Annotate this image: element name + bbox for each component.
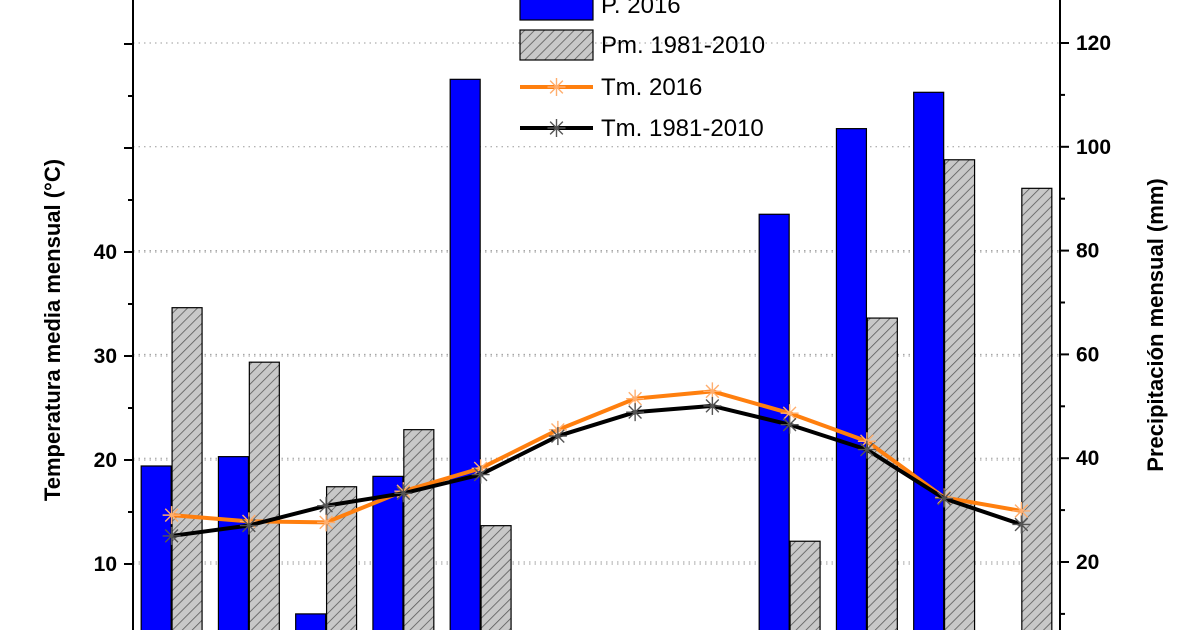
legend-marker-tm2016 xyxy=(547,78,566,96)
marker-tm-normal-abr xyxy=(394,484,413,503)
marker-tm-normal-sep xyxy=(780,415,799,434)
line-tm2016 xyxy=(171,389,1022,525)
bar-p2016-mar xyxy=(295,613,327,635)
right-axis-title: Precipitación mensual (mm) xyxy=(1143,178,1168,471)
legend-swatch-p2016 xyxy=(519,0,594,21)
bar-pm-abr xyxy=(403,429,435,635)
grid-layer xyxy=(133,42,1060,565)
left-tick-label-20: 20 xyxy=(94,449,117,472)
marker-tm-normal-mar xyxy=(317,496,336,515)
left-axis-title: Temperatura media mensual (°C) xyxy=(40,159,65,501)
bar-pm-ene xyxy=(171,307,203,635)
legend-label-pm: Pm. 1981-2010 xyxy=(601,32,765,59)
right-tick-label-60: 60 xyxy=(1076,343,1099,366)
marker-tm-normal-feb xyxy=(239,516,258,535)
right-tick-label-100: 100 xyxy=(1076,136,1111,159)
legend: P. 2016 Pm. 1981-2010 Tm. 2016 Tm. 1981-201… xyxy=(519,0,765,142)
bar-pm-mar xyxy=(325,486,358,635)
marker-tm-normal-ago xyxy=(703,396,722,415)
bar-pm-may xyxy=(480,525,512,635)
legend-label-p2016: P. 2016 xyxy=(601,0,681,19)
marker-tm-normal-oct xyxy=(857,440,876,459)
line-layer xyxy=(162,382,1031,545)
axis-layer: 10 20 30 40 20 40 60 80 100 120 xyxy=(94,0,1111,630)
bar-pm-sep xyxy=(789,540,821,635)
right-tick-label-20: 20 xyxy=(1076,551,1099,574)
left-tick-label-10: 10 xyxy=(94,553,117,576)
marker-tm2016-sep xyxy=(780,404,799,423)
marker-tm-normal-may xyxy=(471,465,490,484)
marker-tm-normal-nov xyxy=(935,489,954,508)
marker-tm-normal-jun xyxy=(548,427,567,446)
legend-label-tm-normal: Tm. 1981-2010 xyxy=(601,115,764,142)
left-tick-label-30: 30 xyxy=(94,345,117,368)
line-tm-normal xyxy=(171,403,1023,538)
bar-p2016-oct xyxy=(835,128,868,635)
marker-tm-normal-jul xyxy=(626,403,645,422)
marker-tm2016-ene xyxy=(162,506,181,525)
right-tick-label-80: 80 xyxy=(1076,240,1099,263)
legend-swatch-pm xyxy=(519,29,594,61)
bar-pm-nov xyxy=(943,159,976,635)
bar-p2016-may xyxy=(449,78,481,635)
marker-tm-normal-dic xyxy=(1012,515,1031,534)
bar-p2016-feb xyxy=(217,456,250,635)
right-tick-label-40: 40 xyxy=(1076,447,1099,470)
bar-pm-feb xyxy=(248,361,280,635)
marker-tm-normal-ene xyxy=(162,526,181,545)
bar-pm-oct xyxy=(866,317,898,635)
right-tick-label-120: 120 xyxy=(1076,32,1111,55)
bar-pm-dic xyxy=(1021,187,1053,635)
left-tick-label-40: 40 xyxy=(94,241,117,264)
marker-tm2016-mar xyxy=(317,513,336,532)
bar-p2016-ene xyxy=(140,465,172,635)
bar-p2016-nov xyxy=(913,91,945,635)
legend-label-tm2016: Tm. 2016 xyxy=(601,74,702,101)
legend-marker-tm-normal xyxy=(547,119,566,137)
